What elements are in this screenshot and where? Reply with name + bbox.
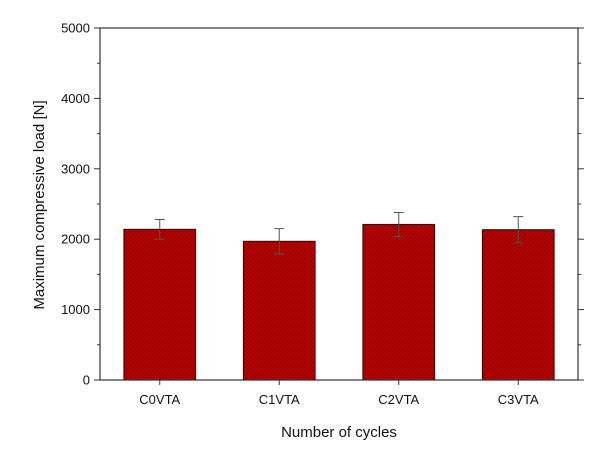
bar-c0vta [123,228,197,381]
x-tick-label-c3vta: C3VTA [498,392,539,407]
x-tick-label-c1vta: C1VTA [259,392,300,407]
plot-frame [99,27,579,381]
bar-c2vta [362,223,436,381]
y-tick-label-5000: 5000 [61,21,90,36]
bar-c3vta [481,229,555,381]
y-tick-label-4000: 4000 [61,91,90,106]
error-bar-c2vta [393,211,404,237]
error-bar-c3vta [513,216,524,244]
error-bar-c1vta [274,228,285,255]
y-tick-label-3000: 3000 [61,161,90,176]
y-tick-label-1000: 1000 [61,302,90,317]
x-tick-label-c2vta: C2VTA [378,392,419,407]
x-tick-label-c0vta: C0VTA [139,392,180,407]
bar-c1vta [242,240,316,381]
error-bar-c0vta [154,218,165,240]
y-tick-label-0: 0 [83,373,90,388]
y-tick-label-2000: 2000 [61,232,90,247]
y-axis-label: Maximum compressive load [N] [31,100,48,309]
x-axis-label: Number of cycles [281,424,397,441]
